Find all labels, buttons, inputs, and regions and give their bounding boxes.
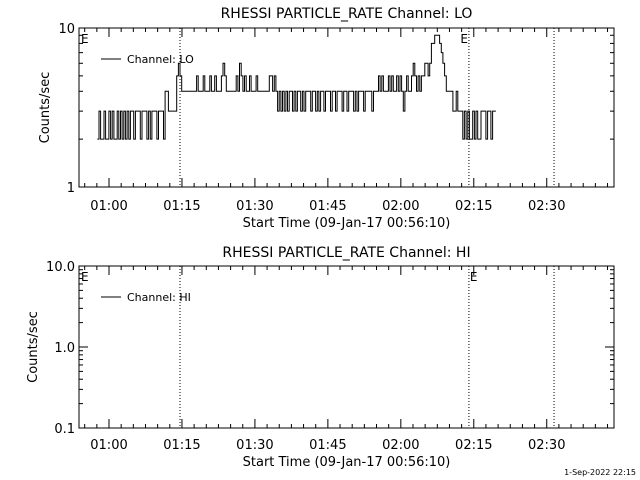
y-tick-label: 1.0 xyxy=(54,341,75,356)
x-tick-label: 01:45 xyxy=(309,438,346,453)
chart-panel-2: RHESSI PARTICLE_RATE Channel: HI 01:00 01:… xyxy=(26,245,615,470)
x-tick-label: 02:30 xyxy=(528,199,565,214)
series-line xyxy=(97,34,496,140)
y-axis-label: Counts/sec xyxy=(38,72,53,144)
x-tick-label: 01:30 xyxy=(236,438,273,453)
corner-label: E xyxy=(81,270,89,284)
corner-label: E xyxy=(81,32,89,46)
x-tick-label: 01:00 xyxy=(90,438,127,453)
x-tick-label: 02:00 xyxy=(382,199,419,214)
x-tick-label: 01:45 xyxy=(309,199,346,214)
x-tick-label: 01:15 xyxy=(163,199,200,214)
y-tick-label: 10 xyxy=(58,22,75,37)
x-axis-label: Start Time (09-Jan-17 00:56:10) xyxy=(243,455,451,470)
x-tick-label: 01:30 xyxy=(236,199,273,214)
y-tick-label: 0.1 xyxy=(54,422,75,437)
legend-entry: Channel: LO xyxy=(127,53,194,66)
x-tick-label: 02:15 xyxy=(455,199,492,214)
event-marker-label: E xyxy=(460,32,468,46)
legend-entry: Channel: HI xyxy=(127,291,191,304)
x-tick-label: 02:15 xyxy=(455,438,492,453)
plot-frame xyxy=(78,27,615,188)
x-tick-label: 02:00 xyxy=(382,438,419,453)
chart-title: RHESSI PARTICLE_RATE Channel: HI xyxy=(222,245,470,261)
y-tick-label: 1 xyxy=(67,181,75,196)
x-axis-label: Start Time (09-Jan-17 00:56:10) xyxy=(243,216,451,231)
x-tick-label: 01:15 xyxy=(163,438,200,453)
y-axis-label: Counts/sec xyxy=(26,311,41,383)
event-marker-label: E xyxy=(470,270,478,284)
x-tick-label: 02:30 xyxy=(528,438,565,453)
footer-timestamp: 1-Sep-2022 22:15 xyxy=(564,468,636,477)
chart-title: RHESSI PARTICLE_RATE Channel: LO xyxy=(221,6,473,22)
x-tick-label: 01:00 xyxy=(90,199,127,214)
y-tick-label: 10.0 xyxy=(46,260,75,275)
chart-panel-1: RHESSI PARTICLE_RATE Channel: LO 01:00 01:… xyxy=(38,6,615,231)
